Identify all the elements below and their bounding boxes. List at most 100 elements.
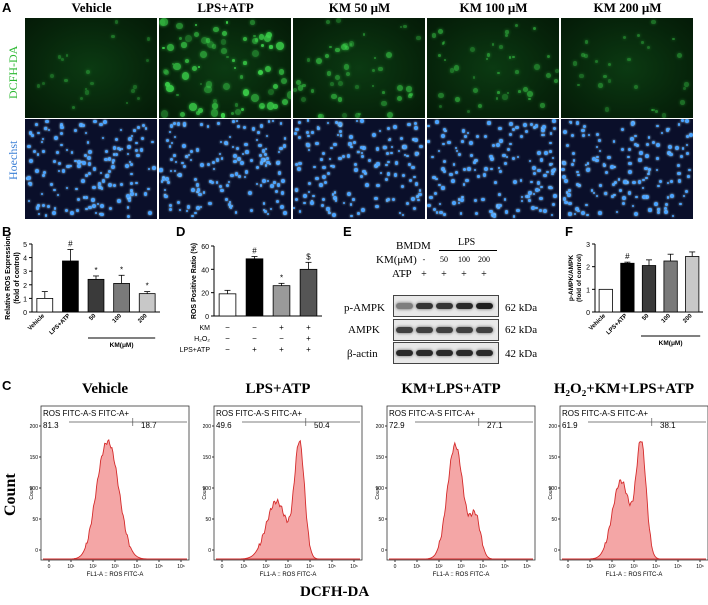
cell-dot — [646, 45, 651, 50]
cell-dot — [263, 153, 268, 157]
cell-dot — [250, 20, 255, 25]
km-group-label: KM(μM) — [659, 340, 683, 347]
cell-dot — [279, 146, 283, 150]
cell-dot — [551, 172, 554, 176]
cell-dot — [666, 181, 670, 185]
cell-dot — [491, 43, 494, 46]
cell-dot — [384, 177, 388, 181]
cell-dot — [46, 205, 50, 208]
cell-dot — [27, 176, 31, 181]
cell-dot — [296, 80, 302, 86]
bar — [138, 293, 156, 313]
x-tick-label: 10⁶ — [523, 564, 531, 570]
wb-kda-actin: 42 kDa — [505, 348, 538, 360]
wb-km-value: - — [402, 255, 406, 264]
cell-dot — [577, 84, 580, 87]
cell-dot — [100, 172, 103, 175]
cell-dot — [625, 180, 629, 185]
cell-dot — [472, 76, 476, 79]
cell-dot — [648, 170, 651, 173]
cell-dot — [57, 169, 60, 172]
gate-pos-value: 38.1 — [660, 421, 676, 430]
cell-dot — [215, 158, 220, 162]
cell-dot — [621, 195, 626, 200]
cell-dot — [528, 199, 531, 202]
cell-dot — [491, 143, 496, 148]
col-header-km100: KM 100 μM — [459, 0, 528, 15]
cell-dot — [548, 185, 552, 190]
cell-dot — [458, 152, 462, 156]
cell-dot — [73, 159, 77, 163]
cell-dot — [455, 171, 459, 175]
cell-dot — [81, 179, 86, 184]
cell-dot — [231, 120, 235, 124]
cell-dot — [486, 53, 491, 57]
cell-dot — [194, 31, 200, 38]
cell-dot — [636, 143, 640, 147]
cell-dot — [264, 163, 268, 167]
cell-dot — [596, 132, 600, 136]
cell-dot — [212, 168, 215, 171]
cell-dot — [348, 41, 355, 47]
wb-blot-name-ampk: AMPK — [348, 324, 380, 336]
panel-c-count-label: Count — [2, 473, 19, 517]
cell-dot — [66, 187, 69, 190]
y-tick-label: 50 — [378, 517, 384, 523]
cell-dot — [69, 164, 72, 168]
cell-dot — [265, 156, 270, 161]
cell-dot — [296, 167, 301, 171]
cell-dot — [582, 133, 585, 137]
cell-dot — [126, 206, 130, 209]
cell-dot — [139, 148, 143, 152]
bar — [245, 258, 264, 317]
cell-dot — [227, 203, 231, 207]
cell-dot — [189, 149, 193, 153]
cell-dot — [318, 113, 324, 118]
cell-dot — [244, 142, 248, 146]
cell-dot — [273, 104, 278, 109]
cell-dot — [592, 191, 596, 195]
x-tick-label: 10⁶ — [350, 564, 358, 570]
cell-dot — [184, 34, 193, 42]
cell-dot — [41, 173, 46, 178]
cell-dot — [111, 158, 116, 162]
cell-dot — [360, 155, 365, 159]
cell-dot — [350, 145, 353, 149]
cell-dot — [125, 101, 129, 105]
cell-dot — [575, 121, 580, 125]
cell-dot — [31, 134, 34, 137]
cell-dot — [125, 193, 130, 198]
cell-dot — [568, 120, 572, 124]
cell-dot — [326, 207, 330, 211]
cell-dot — [648, 208, 652, 212]
cell-dot — [666, 151, 671, 155]
cell-dot — [364, 171, 367, 175]
cell-dot — [654, 202, 659, 207]
cell-dot — [225, 198, 229, 201]
cell-dot — [40, 192, 44, 196]
cell-dot — [57, 193, 60, 197]
cell-dot — [647, 167, 651, 172]
cell-dot — [52, 211, 57, 215]
cell-dot — [353, 162, 358, 167]
cell-dot — [608, 63, 612, 67]
x-tick-label: 10⁵ — [155, 564, 163, 570]
cell-dot — [497, 91, 500, 94]
cell-dot — [176, 200, 181, 204]
cell-dot — [303, 193, 308, 198]
cell-dot — [36, 153, 40, 157]
cell-dot — [564, 200, 568, 205]
cell-dot — [90, 81, 94, 85]
cell-dot — [200, 50, 207, 58]
cell-dot — [234, 211, 237, 214]
cell-dot — [439, 210, 444, 215]
cell-dot — [554, 68, 559, 73]
significance-mark: * — [94, 266, 97, 275]
cell-dot — [655, 143, 660, 147]
cell-dot — [372, 69, 376, 73]
cell-dot — [344, 45, 350, 51]
gate-title: ROS FITC-A-S FITC-A+ — [562, 409, 648, 418]
cell-dot — [131, 135, 134, 138]
wb-band — [456, 350, 473, 356]
cell-dot — [540, 133, 544, 137]
